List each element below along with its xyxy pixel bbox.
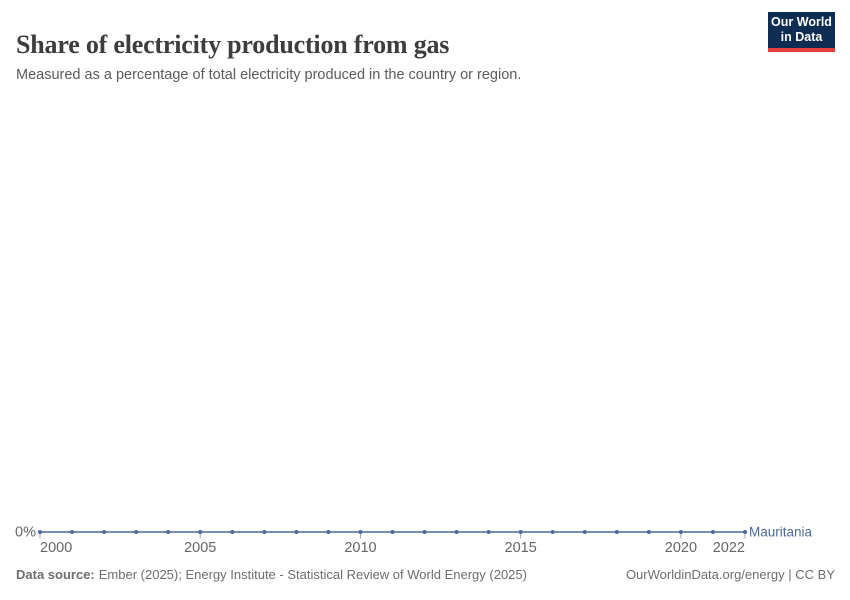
data-point[interactable] bbox=[743, 530, 747, 534]
data-point[interactable] bbox=[134, 530, 139, 534]
data-series[interactable]: Mauritania bbox=[38, 525, 813, 540]
data-source-label: Data source: bbox=[16, 567, 95, 582]
line-chart-plot-area[interactable]: 2000 2005 2010 2015 2020 2022 0% Mauritania bbox=[0, 78, 850, 560]
data-point[interactable] bbox=[422, 530, 427, 534]
chart-title: Share of electricity production from gas bbox=[16, 30, 450, 60]
owid-logo[interactable]: Our World in Data bbox=[768, 12, 835, 52]
data-point[interactable] bbox=[166, 530, 171, 534]
data-point[interactable] bbox=[70, 530, 75, 534]
data-source-text: Ember (2025); Energy Institute - Statist… bbox=[98, 567, 527, 582]
chart-subtitle: Measured as a percentage of total electr… bbox=[16, 66, 522, 83]
data-point[interactable] bbox=[294, 530, 299, 534]
series-entity-label[interactable]: Mauritania bbox=[749, 525, 813, 540]
data-point[interactable] bbox=[262, 530, 267, 534]
data-point[interactable] bbox=[646, 530, 651, 534]
data-point[interactable] bbox=[486, 530, 491, 534]
data-point[interactable] bbox=[230, 530, 235, 534]
owid-logo-line2: in Data bbox=[780, 30, 823, 44]
y-axis-zero-label: 0% bbox=[15, 525, 36, 541]
data-point[interactable] bbox=[326, 530, 331, 534]
data-point[interactable] bbox=[198, 530, 203, 534]
x-axis-tick-label: 2020 bbox=[665, 540, 697, 556]
owid-logo-line1: Our World bbox=[771, 15, 832, 29]
data-source-note: Data source: Ember (2025); Energy Institu… bbox=[16, 567, 527, 582]
data-point[interactable] bbox=[710, 530, 715, 534]
data-point[interactable] bbox=[518, 530, 523, 534]
x-axis-tick-label: 2022 bbox=[713, 540, 745, 556]
data-point[interactable] bbox=[550, 530, 555, 534]
data-point[interactable] bbox=[678, 530, 683, 534]
owid-url-license-link[interactable]: OurWorldinData.org/energy | CC BY bbox=[625, 567, 835, 582]
x-axis-tick-label: 2015 bbox=[505, 540, 537, 556]
data-point[interactable] bbox=[614, 530, 619, 534]
x-axis-tick-label: 2010 bbox=[344, 540, 376, 556]
data-point[interactable] bbox=[454, 530, 459, 534]
data-point[interactable] bbox=[358, 530, 363, 534]
data-point[interactable] bbox=[102, 530, 107, 534]
chart-footer: Data source: Ember (2025); Energy Institu… bbox=[16, 567, 835, 582]
data-point[interactable] bbox=[582, 530, 587, 534]
data-point[interactable] bbox=[390, 530, 395, 534]
x-axis-tick-label: 2005 bbox=[184, 540, 216, 556]
x-axis-tick-label: 2000 bbox=[40, 540, 72, 556]
data-point[interactable] bbox=[38, 530, 42, 534]
